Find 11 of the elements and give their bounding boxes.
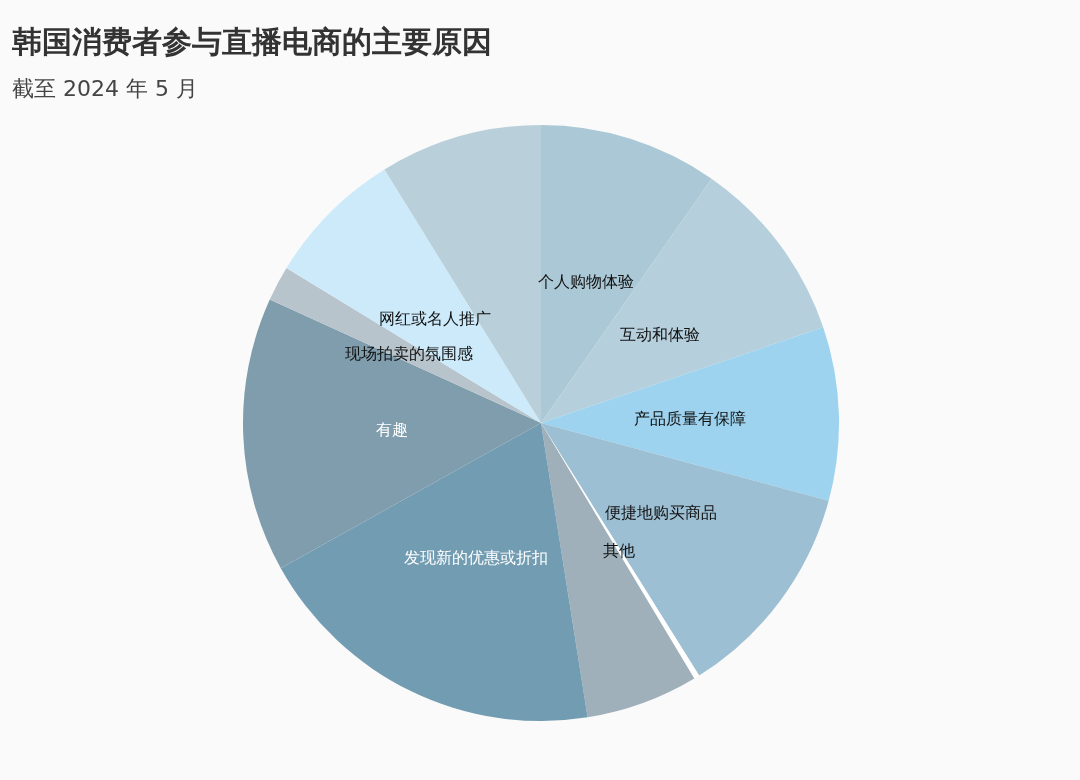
slice-label: 有趣 [376, 420, 409, 440]
slice-label: 互动和体验 [620, 324, 701, 344]
chart-subtitle: 截至 2024 年 5 月 [12, 76, 198, 101]
slice-label: 便捷地购买商品 [604, 502, 717, 522]
slice-label: 其他 [602, 541, 635, 561]
slice-label: 个人购物体验 [537, 271, 634, 291]
slice-label: 发现新的优惠或折扣 [403, 548, 548, 568]
slice-label: 产品质量有保障 [633, 409, 746, 429]
slice-label: 现场拍卖的氛围感 [345, 344, 474, 364]
chart-title: 韩国消费者参与直播电商的主要原因 [11, 24, 492, 59]
slice-label: 网红或名人推广 [379, 308, 492, 328]
